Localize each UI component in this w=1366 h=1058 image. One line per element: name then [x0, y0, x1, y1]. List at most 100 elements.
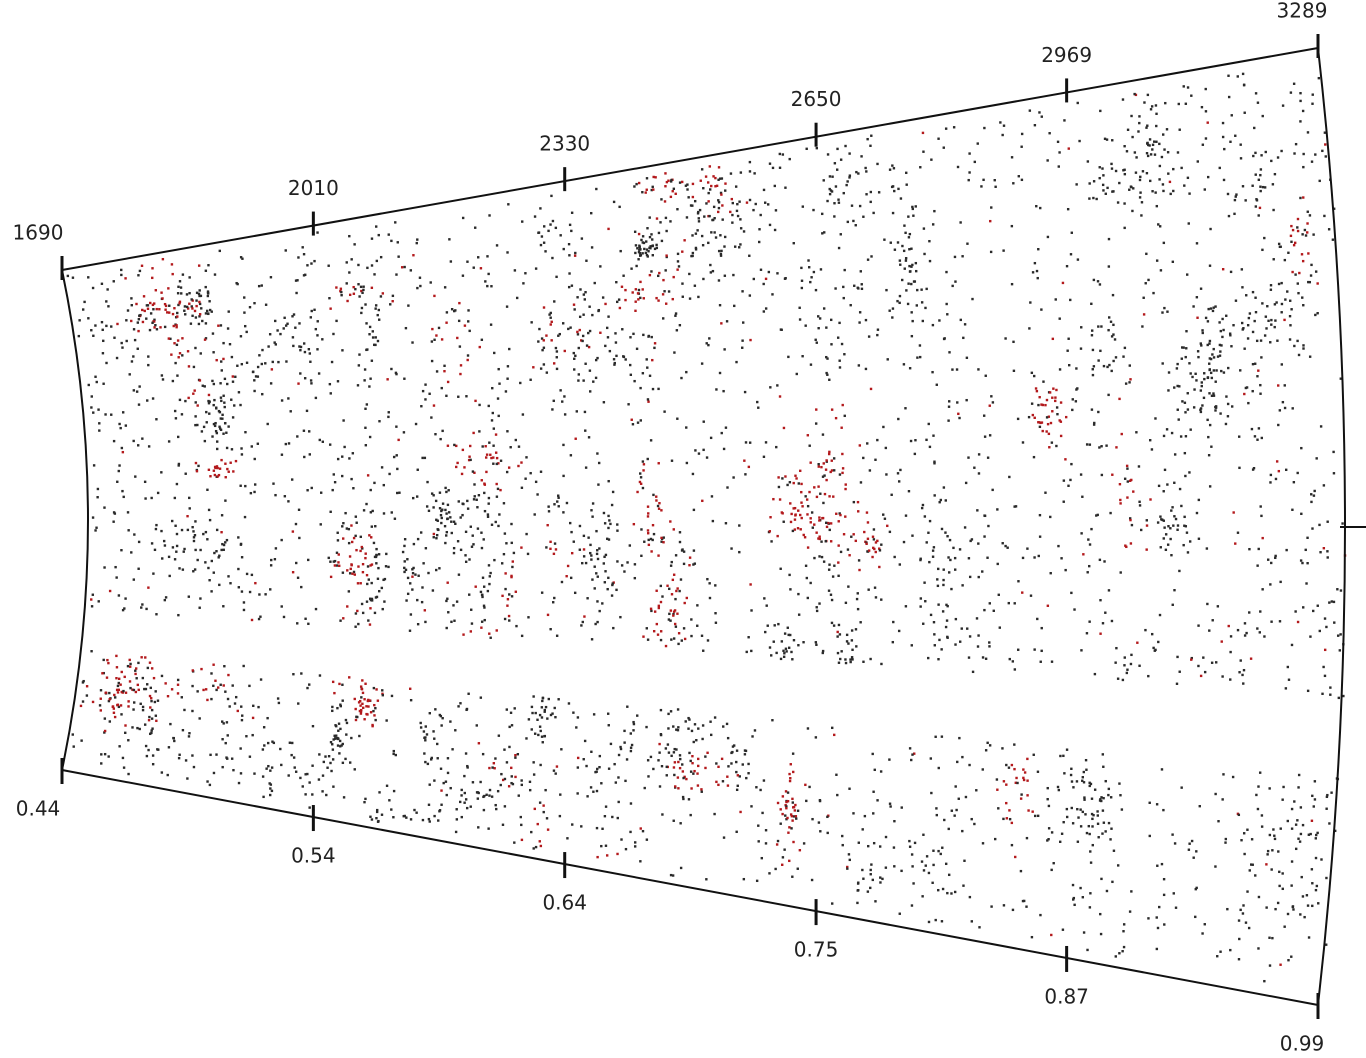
galaxy-dot — [1177, 102, 1180, 106]
galaxy-dot — [552, 552, 556, 556]
galaxy-dot — [153, 320, 156, 323]
galaxy-dot — [649, 439, 653, 442]
galaxy-dot — [552, 769, 556, 772]
galaxy-dot — [1283, 384, 1286, 387]
galaxy-dot — [562, 474, 565, 478]
galaxy-dot — [217, 409, 221, 413]
galaxy-dot — [721, 780, 725, 783]
galaxy-dot — [739, 227, 743, 230]
galaxy-dot — [468, 329, 471, 333]
galaxy-dot — [1185, 347, 1188, 350]
galaxy-dot — [131, 688, 134, 691]
galaxy-dot — [1084, 813, 1087, 816]
galaxy-dot — [1243, 634, 1247, 637]
galaxy-dot — [103, 506, 106, 509]
galaxy-dot — [583, 615, 586, 618]
galaxy-dot — [217, 686, 220, 689]
galaxy-dot — [177, 356, 180, 359]
galaxy-dot — [859, 270, 862, 273]
galaxy-dot — [822, 307, 826, 310]
galaxy-dot — [285, 360, 288, 363]
galaxy-dot — [520, 779, 523, 782]
galaxy-dot — [483, 606, 486, 609]
galaxy-dot — [446, 503, 450, 507]
galaxy-dot — [630, 267, 633, 270]
galaxy-dot — [394, 221, 397, 224]
galaxy-dot — [719, 234, 722, 237]
galaxy-dot — [176, 311, 179, 315]
galaxy-dot — [377, 233, 380, 237]
galaxy-dot — [674, 554, 678, 557]
galaxy-dot — [449, 260, 453, 263]
galaxy-dot — [1233, 212, 1236, 216]
galaxy-dot — [743, 390, 747, 394]
galaxy-dot — [490, 456, 493, 460]
galaxy-dot — [1033, 814, 1037, 818]
galaxy-dot — [1056, 785, 1060, 789]
galaxy-dot — [911, 207, 915, 211]
galaxy-dot — [989, 250, 993, 254]
galaxy-dot — [178, 753, 181, 756]
galaxy-dot — [1129, 542, 1133, 545]
galaxy-dot — [329, 761, 332, 765]
galaxy-dot — [708, 596, 712, 600]
galaxy-dot — [1100, 473, 1104, 477]
galaxy-dot — [1237, 919, 1241, 922]
galaxy-dot — [150, 667, 154, 670]
galaxy-dot — [619, 747, 623, 751]
galaxy-dot — [1066, 207, 1070, 211]
galaxy-dot — [846, 220, 850, 224]
galaxy-dot — [965, 398, 968, 402]
galaxy-dot — [969, 539, 972, 543]
galaxy-dot — [318, 674, 322, 677]
galaxy-dot — [787, 831, 790, 834]
galaxy-dot — [471, 470, 475, 473]
galaxy-dot — [1049, 515, 1052, 519]
galaxy-dot — [791, 797, 794, 801]
galaxy-dot — [594, 376, 598, 380]
galaxy-dot — [664, 216, 668, 220]
galaxy-dot — [825, 371, 828, 375]
galaxy-dot — [409, 698, 413, 702]
galaxy-dot — [640, 238, 643, 242]
galaxy-dot — [1008, 817, 1012, 821]
galaxy-dot — [832, 495, 835, 498]
galaxy-dot — [397, 255, 400, 258]
galaxy-dot — [478, 345, 481, 349]
galaxy-dot — [308, 781, 311, 784]
galaxy-dot — [744, 441, 748, 444]
galaxy-dot — [672, 614, 675, 617]
galaxy-dot — [515, 624, 518, 628]
galaxy-dot — [532, 366, 535, 369]
galaxy-dot — [840, 650, 843, 653]
galaxy-dot — [1128, 364, 1131, 367]
galaxy-dot — [582, 548, 586, 551]
galaxy-dot — [673, 609, 677, 612]
galaxy-dot — [643, 786, 646, 790]
galaxy-dot — [834, 416, 838, 420]
galaxy-dot — [889, 241, 892, 244]
bottom-tick-label: 0.99 — [1280, 1032, 1325, 1056]
galaxy-dot — [786, 626, 789, 629]
galaxy-dot — [220, 399, 223, 403]
galaxy-dot — [596, 620, 599, 624]
galaxy-dot — [781, 512, 784, 515]
galaxy-dot — [352, 285, 355, 289]
galaxy-dot — [1288, 338, 1292, 341]
galaxy-dot — [499, 488, 502, 492]
galaxy-dot — [933, 460, 936, 463]
galaxy-dot — [1221, 268, 1225, 271]
galaxy-dot — [327, 556, 330, 560]
galaxy-dot — [356, 715, 359, 719]
galaxy-dot — [508, 619, 511, 622]
galaxy-dot — [827, 521, 830, 525]
galaxy-dot — [587, 536, 590, 539]
galaxy-dot — [831, 726, 834, 730]
galaxy-dot — [604, 805, 608, 808]
galaxy-dot — [245, 361, 249, 364]
galaxy-dot — [314, 396, 318, 400]
galaxy-dot — [828, 192, 832, 196]
galaxy-dot — [284, 442, 288, 446]
galaxy-dot — [657, 507, 661, 510]
galaxy-dot — [949, 558, 952, 562]
